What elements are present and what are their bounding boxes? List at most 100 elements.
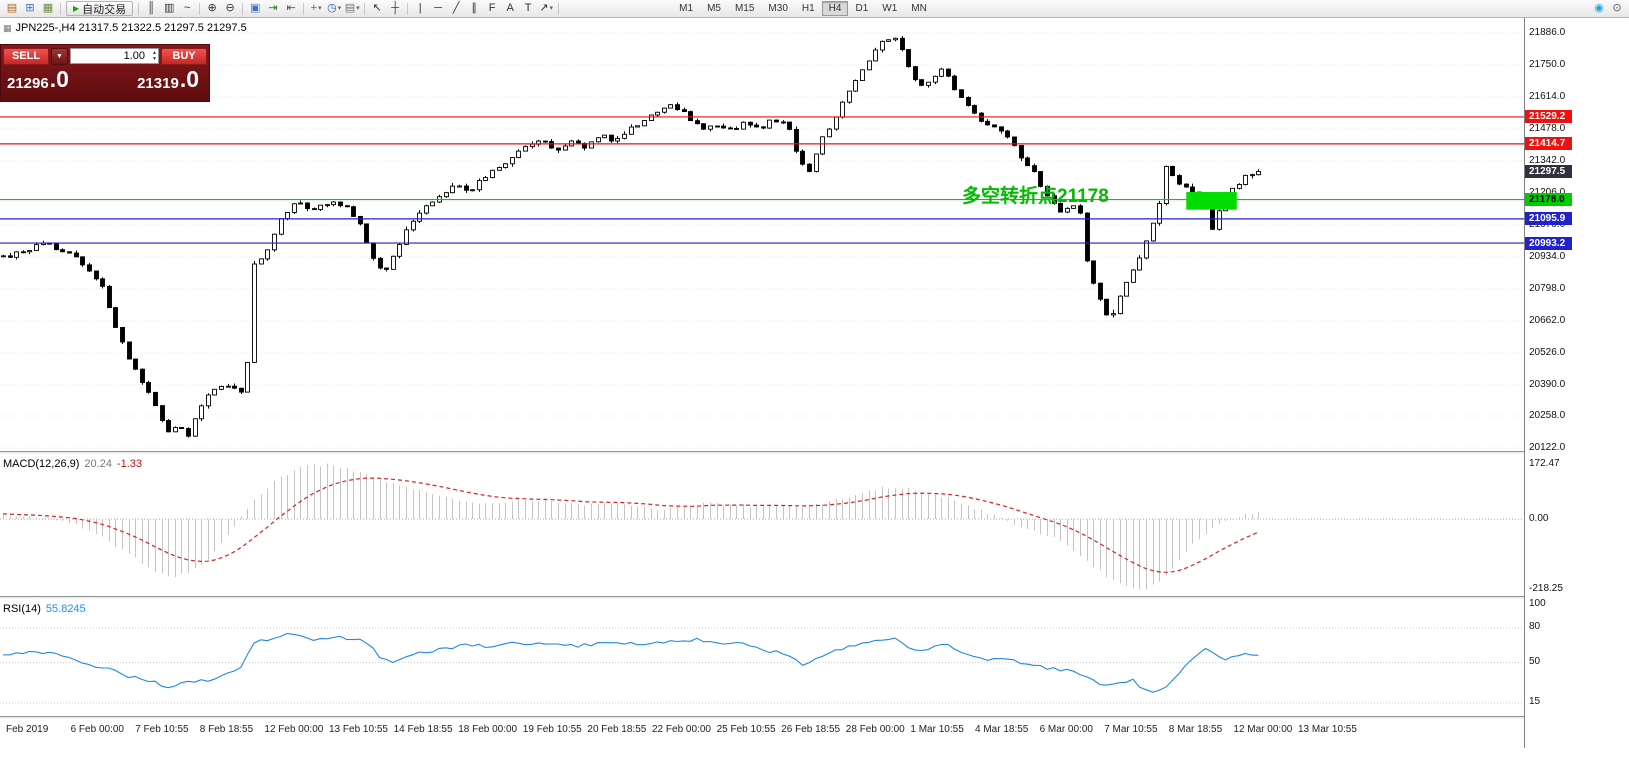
timeframe-button-m30[interactable]: M30	[761, 1, 794, 16]
macd-axis-tick: 172.47	[1529, 458, 1560, 469]
timeframe-button-d1[interactable]: D1	[848, 1, 875, 16]
chart-annotation-text[interactable]: 多空转折点21178	[962, 186, 1109, 207]
rsi-canvas[interactable]	[0, 600, 1524, 716]
indicators-icon-caret: ▾	[318, 5, 322, 12]
candlestick-icon[interactable]: ▥	[160, 1, 178, 16]
community-icon[interactable]: ◉	[1590, 1, 1608, 16]
toolbar-separator	[407, 2, 409, 15]
timeframe-button-m5[interactable]: M5	[700, 1, 728, 16]
profiles-icon[interactable]: ▦	[39, 1, 57, 16]
templates-icon-glyph: ▤	[344, 2, 356, 14]
toolbar-separator	[303, 2, 305, 15]
one-click-trading-panel: SELL ▼ ▲ ▼ BUY 21296 .0 21319	[0, 44, 210, 102]
vertical-line-icon[interactable]: |	[411, 1, 429, 16]
chart-shift-icon[interactable]: ⇤	[282, 1, 300, 16]
bar-chart-icon-glyph: ║	[147, 2, 156, 14]
horizontal-line-icon[interactable]: ─	[429, 1, 447, 16]
price-axis-tick: 21614.0	[1529, 90, 1566, 102]
time-axis-label: 19 Feb 10:55	[522, 724, 582, 735]
price-level-badge[interactable]: 21095.9	[1525, 212, 1572, 226]
price-axis-tick: 21342.0	[1529, 154, 1566, 166]
buy-price-frac: .0	[179, 66, 199, 92]
order-options-dropdown[interactable]: ▼	[51, 47, 68, 65]
price-chart-canvas[interactable]	[0, 18, 1524, 451]
label-icon[interactable]: T	[519, 1, 537, 16]
new-order-icon[interactable]: ▤	[3, 1, 21, 16]
price-axis-tick: 21886.0	[1529, 27, 1566, 38]
toolbar-separator	[558, 2, 560, 15]
trendline-icon[interactable]: ╱	[447, 1, 465, 16]
time-axis-label: 13 Mar 10:55	[1298, 724, 1357, 735]
line-chart-icon[interactable]: ~	[178, 1, 196, 16]
text-icon[interactable]: A	[501, 1, 519, 16]
macd-canvas[interactable]	[0, 455, 1524, 596]
price-level-badge[interactable]: 20993.2	[1525, 236, 1572, 250]
macd-value: 20.24	[84, 458, 112, 470]
panel-divider[interactable]	[0, 596, 1629, 600]
current-price-badge: 21297.5	[1525, 164, 1572, 178]
tile-windows-icon[interactable]: ▣	[246, 1, 264, 16]
price-axis-tick: 20662.0	[1529, 314, 1566, 326]
volume-up-button[interactable]: ▲	[152, 50, 157, 56]
periods-icon[interactable]: ◷ ▾	[325, 1, 343, 16]
arrows-icon[interactable]: ↗ ▾	[537, 1, 555, 16]
price-axis-tick: 21750.0	[1529, 58, 1566, 70]
periods-icon-caret: ▾	[337, 5, 342, 12]
time-axis-label: 8 Mar 18:55	[1168, 724, 1223, 735]
channel-icon[interactable]: ∥	[465, 1, 483, 16]
auto-scroll-icon[interactable]: ⇥	[264, 1, 282, 16]
price-level-badge[interactable]: 21178.0	[1525, 193, 1572, 207]
price-level-badge[interactable]: 21529.2	[1525, 110, 1572, 124]
price-level-badge[interactable]: 21414.7	[1525, 137, 1572, 151]
fibonacci-icon[interactable]: F	[483, 1, 501, 16]
templates-icon[interactable]: ▤ ▾	[343, 1, 361, 16]
zoom-out-icon[interactable]: ⊖	[221, 1, 239, 16]
zoom-in-icon[interactable]: ⊕	[203, 1, 221, 16]
panel-divider[interactable]	[0, 716, 1629, 720]
timeframe-button-h4[interactable]: H4	[821, 1, 849, 16]
indicators-icon[interactable]: + ▾	[307, 1, 325, 16]
price-axis-tick: 21206.0	[1529, 187, 1565, 199]
timeframe-button-mn[interactable]: MN	[904, 1, 934, 16]
arrows-icon-caret: ▾	[549, 5, 554, 12]
search-icon[interactable]: ⊙	[1608, 1, 1626, 16]
toolbar-separator	[138, 2, 140, 15]
time-axis-label: 7 Feb 10:55	[135, 724, 189, 735]
rsi-axis-tick: 15	[1529, 696, 1541, 707]
timeframe-button-h1[interactable]: H1	[795, 1, 822, 16]
rsi-panel: RSI(14) 55.8245	[0, 600, 1524, 716]
timeframe-button-m1[interactable]: M1	[672, 1, 700, 16]
chart-shift-icon-glyph: ⇤	[286, 2, 296, 14]
price-axis-tick: 20798.0	[1529, 282, 1566, 294]
charts-icon-glyph: ⊞	[25, 2, 35, 14]
cursor-icon[interactable]: ↖	[368, 1, 386, 16]
sell-button[interactable]: SELL	[3, 47, 49, 65]
timeframe-button-m15[interactable]: M15	[728, 1, 761, 16]
time-axis-label: 12 Feb 00:00	[264, 724, 324, 735]
volume-input[interactable]	[71, 49, 158, 63]
panel-divider[interactable]	[0, 451, 1629, 455]
timeframe-button-w1[interactable]: W1	[875, 1, 904, 16]
sell-price-display[interactable]: 21296 .0	[7, 68, 69, 92]
channel-icon-glyph: ∥	[471, 2, 477, 14]
tile-windows-icon-glyph: ▣	[249, 2, 261, 14]
time-axis-label: 12 Mar 00:00	[1233, 724, 1293, 735]
buy-price-display[interactable]: 21319 .0	[137, 66, 199, 92]
crosshair-icon[interactable]: ┼	[386, 1, 404, 16]
trendline-icon-glyph: ╱	[452, 2, 460, 14]
autotrading-button[interactable]: ▶ 自动交易	[66, 1, 134, 16]
time-axis[interactable]: Feb 2019 6 Feb 00:00 7 Feb 10:55 8 Feb 18:5…	[0, 721, 1524, 747]
macd-axis-tick: -218.25	[1529, 583, 1563, 594]
buy-button[interactable]: BUY	[161, 47, 207, 65]
volume-down-button[interactable]: ▼	[152, 56, 157, 62]
price-axis[interactable]: 21886.0 21750.0 21614.0 21478.0 21342.0 21206…	[1524, 18, 1629, 748]
text-icon-glyph: A	[506, 2, 514, 14]
highlight-rectangle[interactable]	[1186, 192, 1237, 210]
rsi-name: RSI(14)	[3, 603, 41, 615]
bar-chart-icon[interactable]: ║	[142, 1, 160, 16]
crosshair-icon-glyph: ┼	[391, 2, 400, 14]
charts-icon[interactable]: ⊞	[21, 1, 39, 16]
time-axis-label: 7 Mar 10:55	[1104, 724, 1158, 735]
time-axis-label: 20 Feb 18:55	[587, 724, 647, 735]
